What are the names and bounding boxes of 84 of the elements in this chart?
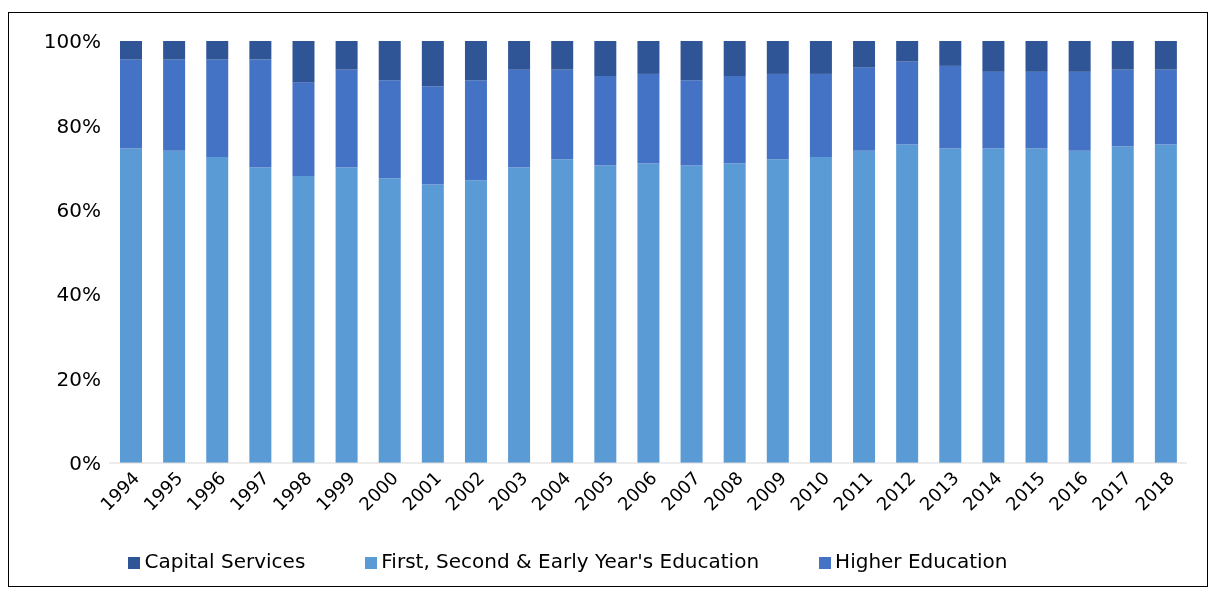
bar [335, 69, 358, 168]
bar [896, 41, 919, 62]
bar [378, 41, 401, 81]
bar [508, 41, 531, 70]
bar [637, 163, 660, 463]
bar [335, 41, 358, 70]
y-tick-label: 40% [56, 282, 101, 307]
bar [206, 157, 229, 463]
bar [206, 41, 229, 60]
bar [249, 59, 272, 168]
bar [464, 180, 487, 463]
bar [163, 150, 186, 463]
bar [1154, 41, 1177, 70]
bar [723, 41, 746, 77]
bar [421, 41, 444, 87]
bar [1111, 69, 1134, 147]
bar [1068, 71, 1091, 151]
bar [1111, 41, 1134, 70]
bar [723, 76, 746, 164]
bar [378, 80, 401, 179]
bar [249, 41, 272, 60]
y-tick-label: 0% [69, 451, 101, 476]
bar [292, 82, 315, 177]
bar [292, 41, 315, 83]
bar [551, 69, 574, 160]
bar [1154, 144, 1177, 463]
bar [594, 165, 617, 463]
bar [1025, 71, 1048, 149]
bar [680, 165, 703, 463]
bar [853, 150, 876, 463]
bar [680, 41, 703, 81]
bar [163, 59, 186, 151]
legend-label: First, Second & Early Year's Education [381, 549, 760, 573]
bar [464, 41, 487, 81]
bar [464, 80, 487, 181]
bar [120, 41, 142, 60]
bar [809, 157, 832, 463]
bar [1025, 148, 1048, 463]
bar [120, 148, 142, 463]
bar [1025, 41, 1048, 72]
bar [120, 59, 142, 149]
bar [637, 41, 660, 74]
bar [939, 148, 962, 463]
bar [1068, 150, 1091, 463]
bar [809, 41, 832, 74]
bar [680, 80, 703, 166]
y-tick-label: 100% [43, 29, 101, 54]
bar [335, 167, 358, 463]
bar [421, 184, 444, 463]
bar [594, 76, 617, 166]
bar [551, 41, 574, 70]
bar [1111, 146, 1134, 463]
bar [766, 159, 789, 463]
y-tick-label: 80% [56, 113, 101, 138]
bar [766, 73, 789, 160]
legend-label: Capital Services [144, 549, 306, 573]
bar [809, 73, 832, 158]
bar [982, 148, 1005, 463]
y-tick-label: 20% [56, 366, 101, 391]
bar [163, 41, 186, 60]
bar [594, 41, 617, 77]
bar [896, 144, 919, 463]
bar [853, 67, 876, 151]
bar [421, 86, 444, 185]
bar [982, 71, 1005, 149]
y-tick-label: 60% [56, 197, 101, 222]
bar [982, 41, 1005, 72]
bar [292, 176, 315, 463]
legend-label: Higher Education [835, 549, 1008, 573]
bar [551, 159, 574, 463]
bar [853, 41, 876, 68]
bar [249, 167, 272, 463]
bar [939, 41, 962, 66]
bar [378, 178, 401, 463]
bar [1154, 69, 1177, 145]
bar [637, 73, 660, 164]
bar [206, 59, 229, 158]
bar [508, 167, 531, 463]
bar [939, 65, 962, 149]
bar [1068, 41, 1091, 72]
bar [723, 163, 746, 463]
bar [766, 41, 789, 74]
bar [508, 69, 531, 168]
bar [896, 61, 919, 145]
